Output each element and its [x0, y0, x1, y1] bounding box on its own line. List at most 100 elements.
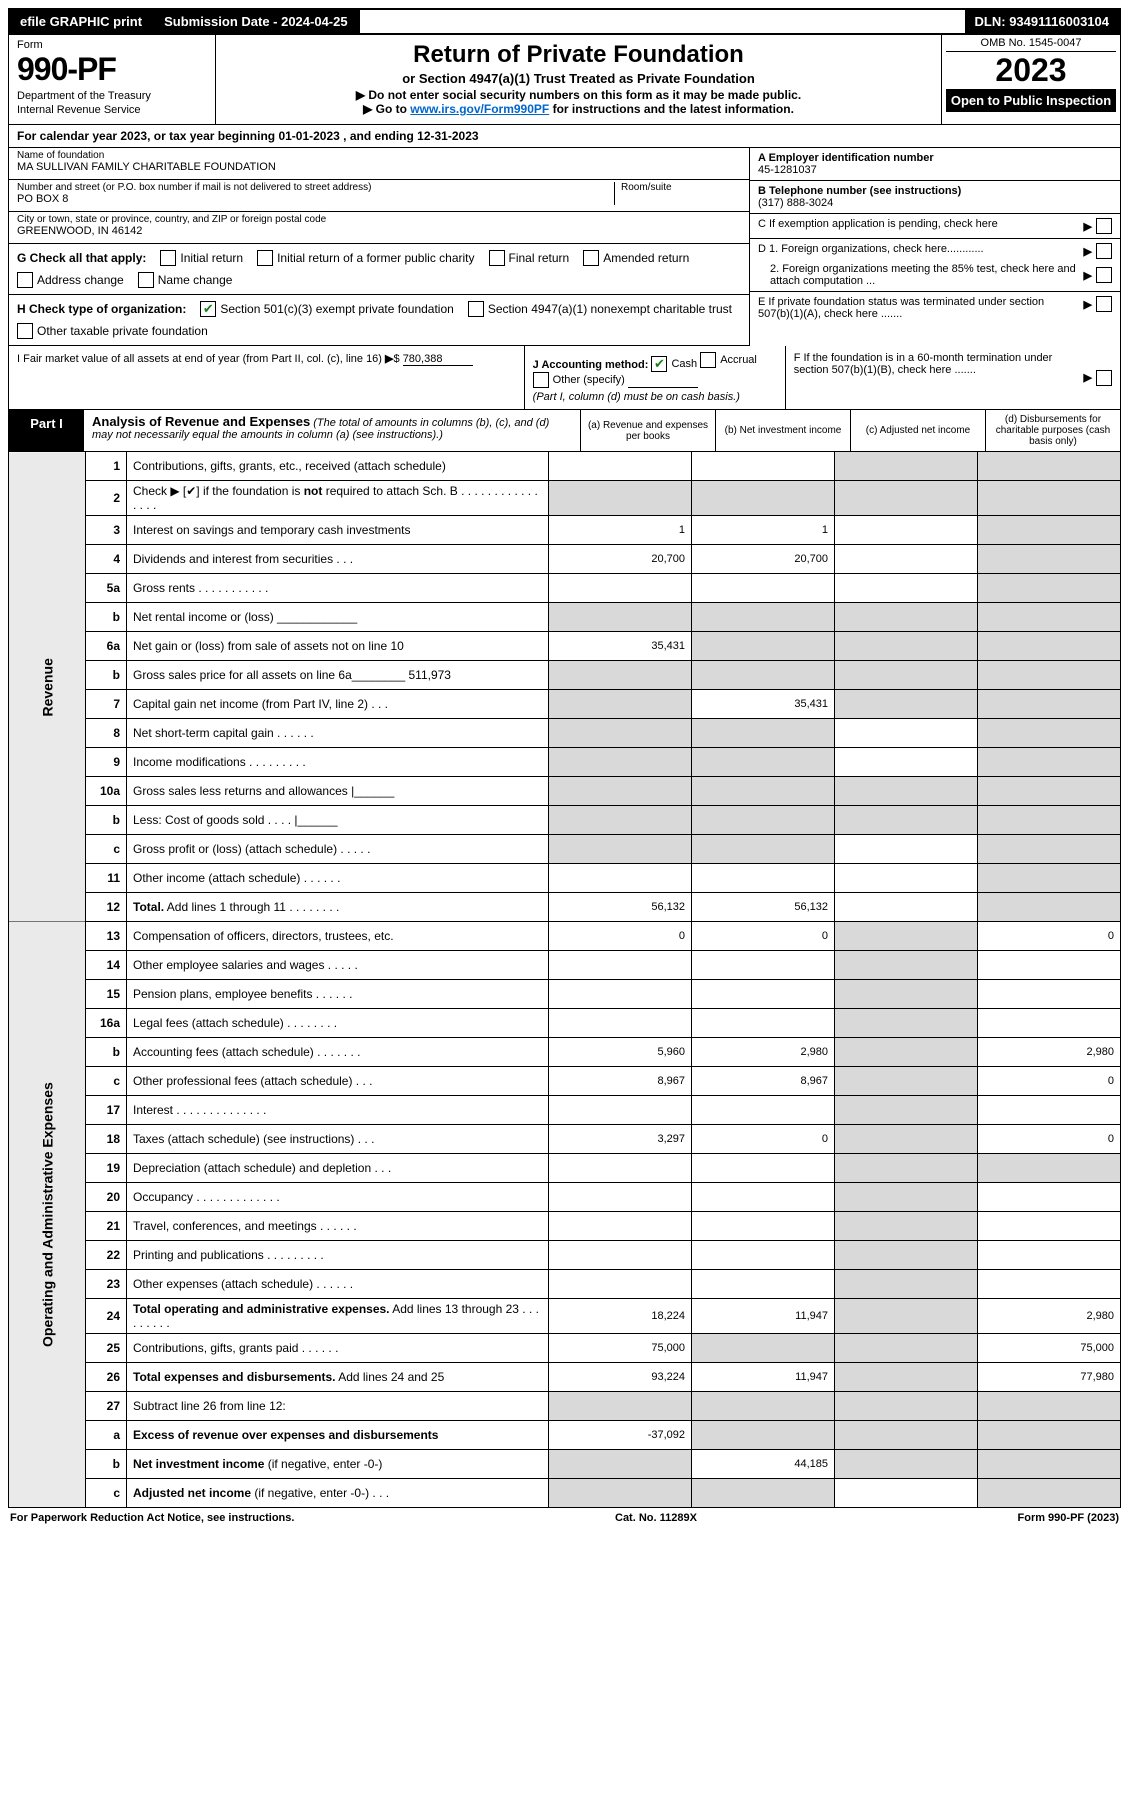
- ck-other-taxable[interactable]: Other taxable private foundation: [17, 323, 208, 339]
- table-row: 17Interest . . . . . . . . . . . . . .: [9, 1096, 1121, 1125]
- table-row: 16aLegal fees (attach schedule) . . . . …: [9, 1009, 1121, 1038]
- cell-col-a: [549, 980, 692, 1009]
- ck-d1[interactable]: ▶: [1084, 243, 1112, 259]
- cell-col-ds: [978, 719, 1121, 748]
- line-description: Contributions, gifts, grants, etc., rece…: [127, 452, 549, 481]
- cell-col-b: 11,947: [692, 1363, 835, 1392]
- h-label: H Check type of organization:: [17, 302, 186, 316]
- part1-label: Part I: [9, 410, 84, 451]
- cell-col-b: 11,947: [692, 1299, 835, 1334]
- cell-col-c: [835, 777, 978, 806]
- table-row: 24Total operating and administrative exp…: [9, 1299, 1121, 1334]
- cell-col-c: [835, 690, 978, 719]
- form-title: Return of Private Foundation: [226, 41, 931, 69]
- cell-col-a: [549, 603, 692, 632]
- cell-col-c: [835, 951, 978, 980]
- cell-col-c: [835, 1450, 978, 1479]
- tax-year: 2023: [946, 52, 1116, 89]
- line-description: Net short-term capital gain . . . . . .: [127, 719, 549, 748]
- cell-col-ds: [978, 516, 1121, 545]
- line-number: 19: [86, 1154, 127, 1183]
- table-row: 8Net short-term capital gain . . . . . .: [9, 719, 1121, 748]
- line-description: Pension plans, employee benefits . . . .…: [127, 980, 549, 1009]
- table-row: 7Capital gain net income (from Part IV, …: [9, 690, 1121, 719]
- cell-col-b: [692, 1096, 835, 1125]
- cell-col-a: 18,224: [549, 1299, 692, 1334]
- line-description: Travel, conferences, and meetings . . . …: [127, 1212, 549, 1241]
- line-description: Net rental income or (loss) ____________: [127, 603, 549, 632]
- dln: DLN: 93491116003104: [965, 10, 1119, 33]
- ck-f[interactable]: ▶: [1084, 352, 1112, 403]
- cell-col-ds: [978, 1212, 1121, 1241]
- line-number: 6a: [86, 632, 127, 661]
- ck-initial-return[interactable]: Initial return: [160, 250, 243, 266]
- ck-amended[interactable]: Amended return: [583, 250, 689, 266]
- cell-col-b: [692, 1241, 835, 1270]
- form-ref: Form 990-PF (2023): [1018, 1512, 1119, 1524]
- line-number: 10a: [86, 777, 127, 806]
- cell-col-ds: [978, 603, 1121, 632]
- dept-treasury: Department of the Treasury: [17, 90, 207, 102]
- header-right: OMB No. 1545-0047 2023 Open to Public In…: [941, 35, 1120, 124]
- table-row: 18Taxes (attach schedule) (see instructi…: [9, 1125, 1121, 1154]
- table-row: cAdjusted net income (if negative, enter…: [9, 1479, 1121, 1508]
- cell-col-c: [835, 1392, 978, 1421]
- ck-d2[interactable]: ▶: [1084, 263, 1112, 287]
- cell-col-b: [692, 603, 835, 632]
- line-number: c: [86, 1479, 127, 1508]
- cell-col-a: [549, 835, 692, 864]
- cell-col-b: [692, 1183, 835, 1212]
- ck-other-method[interactable]: Other (specify): [533, 372, 625, 388]
- cell-col-c: [835, 1421, 978, 1450]
- cell-col-c: [835, 719, 978, 748]
- info-left: Name of foundation MA SULLIVAN FAMILY CH…: [9, 148, 749, 346]
- cell-col-ds: [978, 951, 1121, 980]
- line-number: 4: [86, 545, 127, 574]
- page-footer: For Paperwork Reduction Act Notice, see …: [8, 1508, 1121, 1528]
- ck-name-change[interactable]: Name change: [138, 272, 233, 288]
- ck-4947[interactable]: Section 4947(a)(1) nonexempt charitable …: [468, 301, 732, 317]
- table-row: aExcess of revenue over expenses and dis…: [9, 1421, 1121, 1450]
- cell-col-c: [835, 632, 978, 661]
- table-row: bLess: Cost of goods sold . . . . |_____…: [9, 806, 1121, 835]
- cell-col-a: -37,092: [549, 1421, 692, 1450]
- cell-col-b: [692, 574, 835, 603]
- cell-col-a: [549, 748, 692, 777]
- cell-col-c: [835, 806, 978, 835]
- ck-cash[interactable]: Cash: [651, 356, 697, 372]
- cell-col-ds: [978, 632, 1121, 661]
- ein-label: A Employer identification number: [758, 152, 934, 164]
- line-number: b: [86, 1038, 127, 1067]
- table-row: bGross sales price for all assets on lin…: [9, 661, 1121, 690]
- ein-value: 45-1281037: [758, 164, 817, 176]
- ck-initial-former[interactable]: Initial return of a former public charit…: [257, 250, 474, 266]
- table-row: 4Dividends and interest from securities …: [9, 545, 1121, 574]
- cell-col-a: 56,132: [549, 893, 692, 922]
- cell-col-c: [835, 1125, 978, 1154]
- ck-accrual[interactable]: Accrual: [700, 352, 757, 368]
- f-cell: F If the foundation is in a 60-month ter…: [786, 346, 1120, 409]
- line-number: c: [86, 835, 127, 864]
- line-description: Subtract line 26 from line 12:: [127, 1392, 549, 1421]
- form-number: 990-PF: [17, 51, 207, 88]
- cell-col-ds: [978, 1154, 1121, 1183]
- j-note: (Part I, column (d) must be on cash basi…: [533, 391, 740, 403]
- ck-address-change[interactable]: Address change: [17, 272, 124, 288]
- table-row: 25Contributions, gifts, grants paid . . …: [9, 1334, 1121, 1363]
- part1-desc: Analysis of Revenue and Expenses (The to…: [84, 410, 580, 451]
- instr-pre: ▶ Go to: [363, 102, 410, 116]
- line-number: 15: [86, 980, 127, 1009]
- cell-col-b: [692, 1421, 835, 1450]
- instructions-link[interactable]: www.irs.gov/Form990PF: [410, 102, 549, 116]
- address-cell: Number and street (or P.O. box number if…: [9, 180, 749, 212]
- line-number: 3: [86, 516, 127, 545]
- fmv-value: 780,388: [403, 353, 473, 366]
- line-number: b: [86, 603, 127, 632]
- ck-501c3[interactable]: Section 501(c)(3) exempt private foundat…: [200, 301, 453, 317]
- cell-col-a: [549, 777, 692, 806]
- ck-c[interactable]: ▶: [1084, 218, 1112, 234]
- cell-col-b: [692, 1154, 835, 1183]
- ck-e[interactable]: ▶: [1084, 296, 1112, 312]
- cell-col-a: [549, 1183, 692, 1212]
- ck-final-return[interactable]: Final return: [489, 250, 570, 266]
